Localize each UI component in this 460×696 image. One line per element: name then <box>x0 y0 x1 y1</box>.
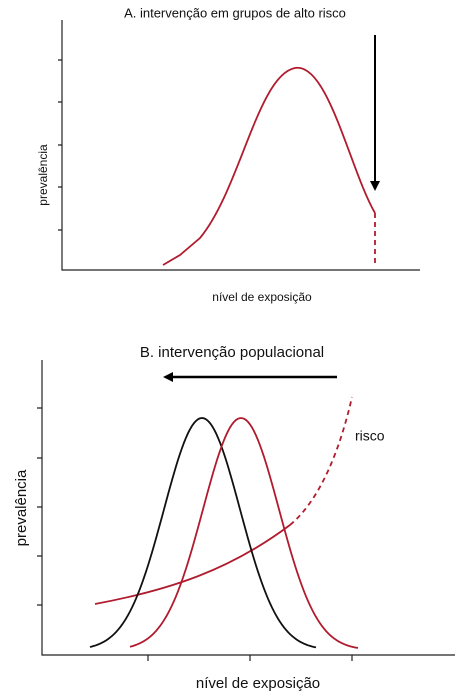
risk-label: risco <box>355 428 385 444</box>
x-label: nível de exposição <box>212 290 312 304</box>
x-label: nível de exposição <box>196 675 320 692</box>
risk-curve-extension <box>289 396 353 526</box>
ticks <box>37 407 353 661</box>
panel-title: B. intervenção populacional <box>140 344 324 361</box>
axes <box>61 20 420 271</box>
original-distribution <box>129 417 359 649</box>
distribution-curve <box>162 67 376 266</box>
y-label: prevalência <box>36 144 50 206</box>
risk-curve <box>94 524 291 605</box>
axes <box>41 360 455 656</box>
panel-b: B. intervenção populacional prevalência … <box>13 344 455 692</box>
panel-title: A. intervenção em grupos de alto risco <box>124 5 346 20</box>
y-ticks <box>58 59 62 231</box>
shifted-distribution <box>89 417 317 649</box>
panel-a: A. intervenção em grupos de alto risco p… <box>36 5 420 304</box>
y-label: prevalência <box>13 469 30 546</box>
